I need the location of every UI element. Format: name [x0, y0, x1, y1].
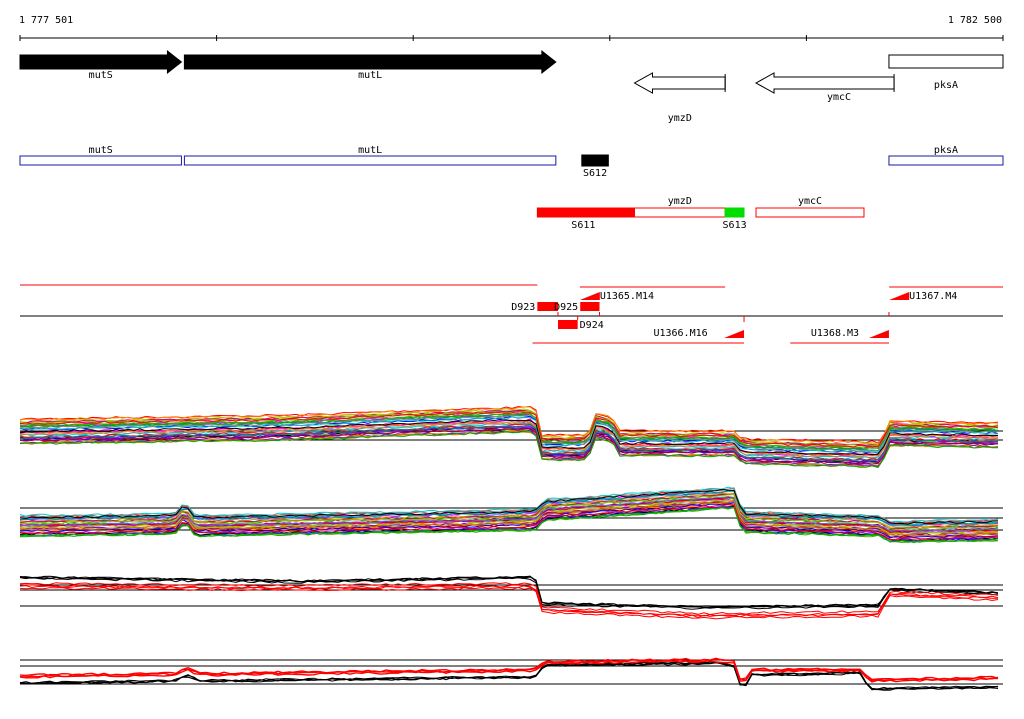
expression-line — [19, 507, 999, 543]
expression-line — [19, 488, 999, 525]
gene-label-pksA: pksA — [934, 80, 958, 91]
track-expression-panel-1 — [19, 405, 1003, 469]
expression-line — [19, 430, 998, 469]
expression-line — [19, 504, 999, 542]
gene-mutS[interactable] — [19, 49, 183, 75]
expression-line — [19, 575, 999, 609]
track-expression-panel-3 — [19, 575, 1003, 610]
red-box-label-ymzD: ymzD — [668, 196, 692, 207]
segment-S612[interactable] — [581, 154, 609, 167]
track-expression-panel-4b — [19, 657, 999, 683]
expression-line — [19, 414, 999, 452]
feature-U1365.M14[interactable] — [579, 292, 600, 300]
expression-line — [19, 500, 999, 537]
track-expression-panel-4 — [19, 659, 1003, 691]
expression-line — [19, 423, 999, 461]
gene-label-ymzD: ymzD — [668, 113, 692, 124]
feature-D924[interactable] — [558, 320, 578, 329]
feature-D923[interactable] — [537, 302, 559, 311]
segment-S611[interactable] — [536, 207, 635, 218]
feature-label-D925: D925 — [554, 302, 578, 313]
feature-label-U1366.M16: U1366.M16 — [653, 328, 707, 339]
expression-line — [20, 493, 999, 531]
expression-line — [19, 419, 999, 456]
annotation-box-mutS[interactable] — [19, 155, 182, 166]
expression-line — [19, 575, 999, 609]
expression-line — [19, 575, 999, 609]
expression-line — [19, 489, 999, 526]
expression-line — [19, 411, 999, 448]
segment-label-S613: S613 — [723, 220, 747, 231]
expression-line — [19, 406, 999, 444]
annotation-label-pksA: pksA — [934, 145, 958, 156]
feature-label-U1368.M3: U1368.M3 — [811, 328, 859, 339]
expression-line — [19, 586, 999, 620]
gene-ymcC[interactable] — [754, 72, 895, 94]
expression-line — [19, 428, 999, 465]
gene-label-mutL: mutL — [358, 70, 382, 81]
feature-U1368.M3[interactable] — [868, 330, 889, 338]
expression-line — [19, 662, 999, 691]
segment-label-S612: S612 — [583, 168, 607, 179]
feature-D925[interactable] — [580, 302, 600, 311]
red-box-ymzD[interactable] — [633, 207, 726, 218]
annotation-box-mutL[interactable] — [183, 155, 557, 166]
annotation-label-mutS: mutS — [89, 145, 113, 156]
expression-line — [19, 424, 999, 462]
expression-line — [19, 582, 999, 616]
expression-line — [19, 584, 999, 617]
gene-mutL[interactable] — [183, 49, 557, 75]
feature-U1367.M4[interactable] — [889, 292, 910, 300]
expression-line — [19, 492, 999, 528]
expression-line — [19, 487, 999, 524]
gene-label-ymcC: ymcC — [827, 92, 851, 103]
expression-line — [19, 409, 999, 447]
expression-line — [19, 412, 999, 450]
expression-line — [19, 496, 999, 532]
ruler-end-label: 1 782 500 — [948, 15, 1002, 26]
ruler-start-label: 1 777 501 — [19, 15, 73, 26]
gene-label-mutS: mutS — [89, 70, 113, 81]
expression-line — [19, 658, 999, 682]
segment-S613[interactable] — [724, 207, 745, 218]
annotation-label-mutL: mutL — [358, 145, 382, 156]
segment-label-S611: S611 — [571, 220, 595, 231]
expression-line — [19, 496, 999, 533]
feature-label-D923: D923 — [511, 302, 535, 313]
track-expression-panel-2 — [19, 486, 1003, 544]
feature-U1366.M16[interactable] — [724, 330, 745, 338]
track-expression-panel-3b — [19, 582, 999, 620]
gene-ymzD[interactable] — [633, 72, 726, 94]
red-box-ymcC[interactable] — [755, 207, 865, 218]
red-box-label-ymcC: ymcC — [798, 196, 822, 207]
feature-label-D924: D924 — [580, 320, 604, 331]
feature-label-U1365.M14: U1365.M14 — [600, 291, 654, 302]
expression-line — [19, 422, 999, 459]
annotation-box-pksA[interactable] — [888, 155, 1004, 166]
gene-pksA[interactable] — [888, 54, 1004, 69]
expression-line — [19, 660, 999, 683]
expression-line — [19, 504, 999, 541]
feature-label-U1367.M4: U1367.M4 — [909, 291, 957, 302]
expression-line — [19, 412, 999, 450]
